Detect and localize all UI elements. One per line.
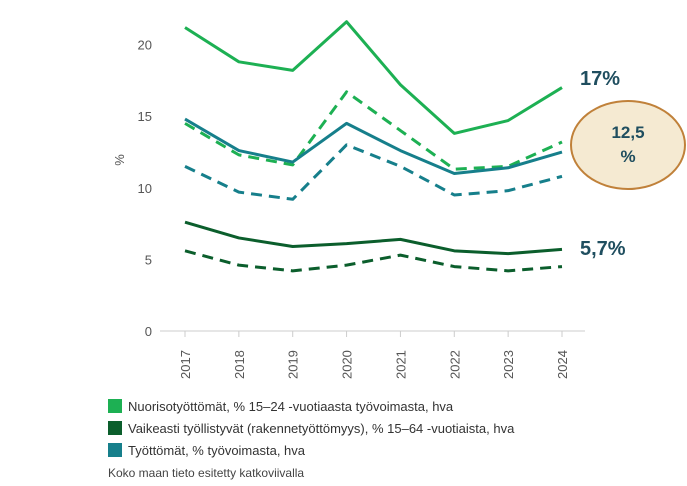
legend-swatch-youth [108, 399, 122, 413]
x-tick-label: 2022 [447, 350, 462, 379]
series-line-5-dashed [184, 143, 563, 201]
y-tick-label: 10 [138, 181, 152, 196]
legend-label-youth: Nuorisotyöttömät, % 15–24 -vuotiaasta ty… [128, 398, 454, 414]
legend: Nuorisotyöttömät, % 15–24 -vuotiaasta ty… [108, 395, 514, 461]
annotation-total-callout: 12,5 % [570, 100, 686, 190]
series-line-2-solid [184, 220, 563, 256]
x-tick-label: 2018 [232, 350, 247, 379]
legend-swatch-total [108, 443, 122, 457]
series-line-3-dashed [184, 249, 563, 273]
x-tick-label: 2021 [393, 350, 408, 379]
line-chart: 0 5 10 15 20 2017 2018 2019 2020 2021 2022 2023 202… [112, 20, 585, 379]
x-tick-label: 2017 [178, 350, 193, 379]
series-lines [184, 20, 563, 273]
annotation-youth-value: 17% [580, 68, 621, 90]
y-tick-label: 0 [145, 324, 152, 339]
y-axis-label: % [112, 154, 127, 166]
legend-item-youth: Nuorisotyöttömät, % 15–24 -vuotiaasta ty… [108, 395, 514, 417]
series-line-4-solid [184, 117, 563, 175]
x-tick-label: 2020 [340, 350, 355, 379]
x-tick-label: 2024 [555, 350, 570, 379]
legend-item-structural: Vaikeasti työllistyvät (rakennetyöttömyy… [108, 417, 514, 439]
x-axis: 2017 2018 2019 2020 2021 2022 2023 2024 [160, 330, 585, 379]
series-line-1-dashed [184, 90, 563, 171]
legend-label-total: Työttömät, % työvoimasta, hva [128, 442, 306, 458]
annotation-total-unit: % [620, 147, 636, 166]
y-tick-label: 5 [145, 252, 152, 267]
y-tick-label: 20 [138, 38, 152, 53]
annotation-total-value: 12,5 [611, 123, 645, 142]
footnote: Koko maan tieto esitetty katkoviivalla [108, 466, 305, 480]
x-tick-label: 2019 [286, 350, 301, 379]
y-tick-label: 15 [138, 109, 152, 124]
legend-label-structural: Vaikeasti työllistyvät (rakennetyöttömyy… [128, 420, 515, 436]
series-line-0-solid [184, 20, 563, 135]
legend-swatch-structural [108, 421, 122, 435]
annotation-structural-value: 5,7% [580, 238, 626, 260]
x-tick-label: 2023 [501, 350, 516, 379]
y-axis: 0 5 10 15 20 [138, 38, 152, 339]
legend-item-total: Työttömät, % työvoimasta, hva [108, 439, 514, 461]
